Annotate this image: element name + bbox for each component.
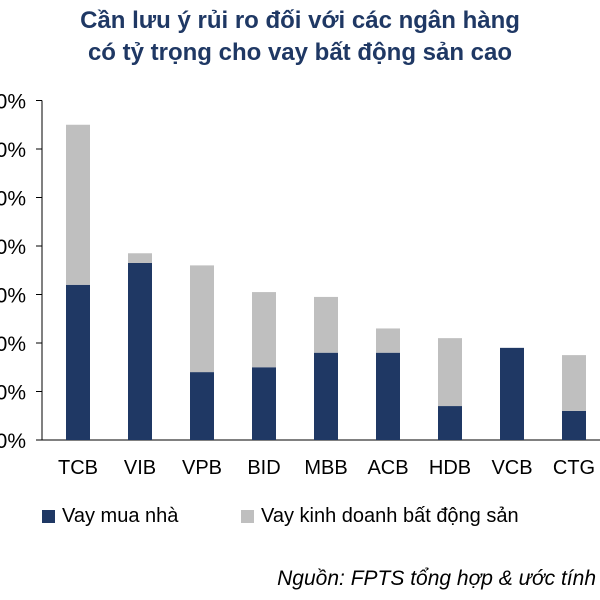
legend-label-series-2: Vay kinh doanh bất động sản bbox=[261, 505, 519, 527]
x-tick-label-hdb: HDB bbox=[429, 457, 471, 479]
bar-tcb-series-1 bbox=[66, 284, 90, 440]
bar-acb-series-1 bbox=[376, 352, 400, 440]
bar-vpb-series-2 bbox=[190, 265, 214, 373]
bar-ctg-series-2 bbox=[562, 355, 586, 411]
x-tick-label-mbb: MBB bbox=[304, 457, 347, 479]
y-axis: 0% 10% 20% 30% 40% 50% 60% 70% bbox=[0, 91, 600, 453]
y-tick-label: 40% bbox=[0, 236, 26, 259]
bar-bid-series-1 bbox=[252, 367, 276, 440]
x-tick-label-tcb: TCB bbox=[58, 457, 98, 479]
y-tick-label: 60% bbox=[0, 139, 26, 162]
bar-vcb-series-1 bbox=[500, 347, 524, 440]
y-tick-label: 0% bbox=[0, 430, 26, 453]
bar-mbb-series-1 bbox=[314, 352, 338, 440]
legend-swatch-series-2 bbox=[241, 510, 254, 523]
bar-vpb-series-1 bbox=[190, 372, 214, 440]
bars bbox=[66, 124, 586, 440]
legend-swatch-series-1 bbox=[42, 510, 55, 523]
bar-mbb-series-2 bbox=[314, 296, 338, 353]
legend-label-series-1: Vay mua nhà bbox=[62, 505, 179, 527]
y-tick-label: 10% bbox=[0, 382, 26, 405]
bar-tcb-series-2 bbox=[66, 124, 90, 285]
bar-vib-series-2 bbox=[128, 253, 152, 263]
bar-vib-series-1 bbox=[128, 262, 152, 440]
bar-acb-series-2 bbox=[376, 328, 400, 353]
x-tick-label-vib: VIB bbox=[124, 457, 156, 479]
x-tick-label-ctg: CTG bbox=[553, 457, 595, 479]
chart-title-line-2: có tỷ trọng cho vay bất động sản cao bbox=[87, 39, 513, 66]
y-tick-label: 30% bbox=[0, 285, 26, 308]
x-axis-labels: TCB VIB VPB BID MBB ACB HDB VCB CTG bbox=[58, 457, 595, 479]
x-tick-label-bid: BID bbox=[247, 457, 280, 479]
bar-hdb-series-2 bbox=[438, 338, 462, 407]
x-tick-label-vcb: VCB bbox=[491, 457, 532, 479]
x-tick-label-acb: ACB bbox=[367, 457, 408, 479]
bar-bid-series-2 bbox=[252, 292, 276, 368]
y-tick-label: 70% bbox=[0, 91, 26, 114]
bar-ctg-series-1 bbox=[562, 410, 586, 440]
chart-title-line-1: Cần lưu ý rủi ro đối với các ngân hàng bbox=[80, 7, 520, 34]
y-tick-label: 20% bbox=[0, 333, 26, 356]
source-note: Nguồn: FPTS tổng hợp & ước tính bbox=[277, 567, 596, 590]
bar-hdb-series-1 bbox=[438, 406, 462, 440]
x-tick-label-vpb: VPB bbox=[182, 457, 222, 479]
y-tick-label: 50% bbox=[0, 188, 26, 211]
